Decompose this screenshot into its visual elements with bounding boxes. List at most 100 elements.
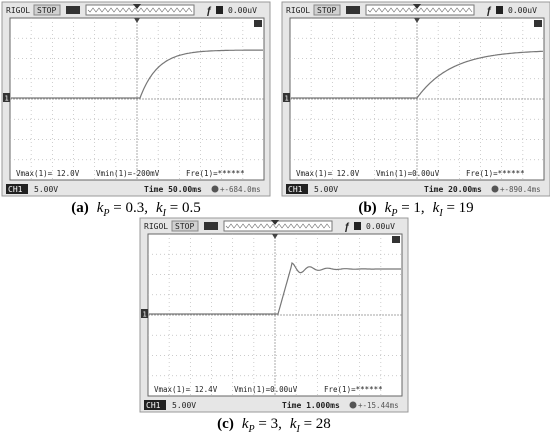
kp-symbol: k (242, 416, 249, 432)
time-offset: +-15.44ms (358, 401, 399, 410)
frequency: Fre(1)=****** (324, 385, 383, 394)
menu-icon (254, 20, 262, 27)
wave-strip-icon (87, 7, 193, 13)
caption: (a) kP = 0.3, kI = 0.5 (71, 200, 200, 219)
waveform (11, 49, 263, 99)
kp-symbol: k (97, 200, 104, 216)
status-box (313, 4, 341, 16)
scope-panel: RIGOL STOP ƒ 0.00uV 1 Vmax(1)= 12.0V Vmin(1)=0… (281, 1, 550, 219)
source-icon (216, 6, 223, 14)
status: STOP (175, 222, 194, 231)
offset-icon (349, 401, 357, 409)
ki-symbol: k (433, 200, 440, 216)
wave-strip-icon (225, 223, 331, 229)
memory-icon (346, 6, 360, 14)
kp-subscript: P (248, 424, 255, 435)
caption: (b) kP = 1, kI = 19 (358, 200, 473, 219)
channel-badge (6, 184, 28, 194)
edge-icon: ƒ (344, 222, 350, 233)
status-box (171, 220, 199, 232)
trigger-marker (414, 18, 420, 23)
vmax: Vmax(1)= 12.0V (16, 169, 80, 178)
ki-value: = 28 (300, 416, 331, 432)
timebase: Time 1.000ms (282, 400, 340, 410)
trigger-marker (134, 18, 140, 23)
volts-per-div: 5.00V (172, 401, 196, 410)
edge-icon: ƒ (486, 6, 492, 17)
timebase: Time 50.00ms (144, 184, 202, 194)
caption-tag: (a) (71, 200, 89, 216)
trigger-level: 0.00uV (508, 6, 537, 15)
ki-value: = 0.5 (166, 200, 201, 216)
offset-icon (211, 185, 219, 193)
ki-subscript: I (438, 208, 443, 219)
edge-icon: ƒ (206, 6, 212, 17)
brand: RIGOL (6, 6, 30, 15)
channel-marker: 1 (5, 95, 9, 103)
wave-strip (223, 220, 333, 232)
waveform (149, 261, 401, 315)
ki-symbol: k (290, 416, 297, 432)
kp-subscript: P (390, 208, 397, 219)
ki-subscript: I (162, 208, 167, 219)
channel-marker-box (3, 93, 10, 102)
channel-marker-box (283, 93, 290, 102)
brand: RIGOL (144, 222, 168, 231)
memory-icon (204, 222, 218, 230)
vmax: Vmax(1)= 12.0V (296, 169, 360, 178)
offset-icon (491, 185, 499, 193)
volts-per-div: 5.00V (34, 185, 58, 194)
waveform (291, 50, 543, 99)
wave-strip-icon (367, 7, 473, 13)
channel-marker: 1 (143, 311, 147, 319)
channel-marker-box (141, 309, 148, 318)
trigger-level: 0.00uV (366, 222, 395, 231)
status: STOP (317, 6, 336, 15)
vmin: Vmin(1)=0.00uV (234, 385, 298, 394)
brand: RIGOL (286, 6, 310, 15)
scope-panel: RIGOL STOP ƒ 0.00uV 1 Vmax(1)= 12.4V Vmin(1)=0… (139, 217, 409, 435)
status: STOP (37, 6, 56, 15)
trigger-marker (272, 234, 278, 239)
vmin: Vmin(1)=-200mV (96, 169, 160, 178)
frequency: Fre(1)=****** (466, 169, 525, 178)
caption-tag: (b) (358, 200, 376, 216)
kp-value: = 3, (255, 416, 282, 432)
volts-per-div: 5.00V (314, 185, 338, 194)
timebase: Time 20.00ms (424, 184, 482, 194)
time-offset: +-890.4ms (500, 185, 541, 194)
ki-subscript: I (296, 424, 301, 435)
trigger-level: 0.00uV (228, 6, 257, 15)
channel: CH1 (288, 185, 303, 194)
ki-value: = 19 (443, 200, 474, 216)
trigger-pos-icon (413, 4, 421, 9)
channel-badge (286, 184, 308, 194)
trigger-pos-icon (133, 4, 141, 9)
menu-icon (534, 20, 542, 27)
kp-value: = 0.3, (110, 200, 148, 216)
trigger-pos-icon (271, 220, 279, 225)
channel-badge (144, 400, 166, 410)
wave-strip (85, 4, 195, 16)
vmax: Vmax(1)= 12.4V (154, 385, 218, 394)
memory-icon (66, 6, 80, 14)
status-box (33, 4, 61, 16)
wave-strip (365, 4, 475, 16)
channel: CH1 (8, 185, 23, 194)
menu-icon (392, 236, 400, 243)
ki-symbol: k (156, 200, 163, 216)
caption: (c) kP = 3, kI = 28 (217, 416, 331, 435)
channel: CH1 (146, 401, 161, 410)
caption-tag: (c) (217, 416, 234, 432)
time-offset: +-684.0ms (220, 185, 261, 194)
scope-panel: RIGOL STOP ƒ 0.00uV 1 Vmax(1)= 12.0V Vmin(1)=-… (1, 1, 271, 219)
source-icon (496, 6, 503, 14)
kp-subscript: P (102, 208, 109, 219)
frequency: Fre(1)=****** (186, 169, 245, 178)
vmin: Vmin(1)=0.00uV (376, 169, 440, 178)
source-icon (354, 222, 361, 230)
kp-symbol: k (385, 200, 392, 216)
kp-value: = 1, (397, 200, 424, 216)
channel-marker: 1 (285, 95, 289, 103)
